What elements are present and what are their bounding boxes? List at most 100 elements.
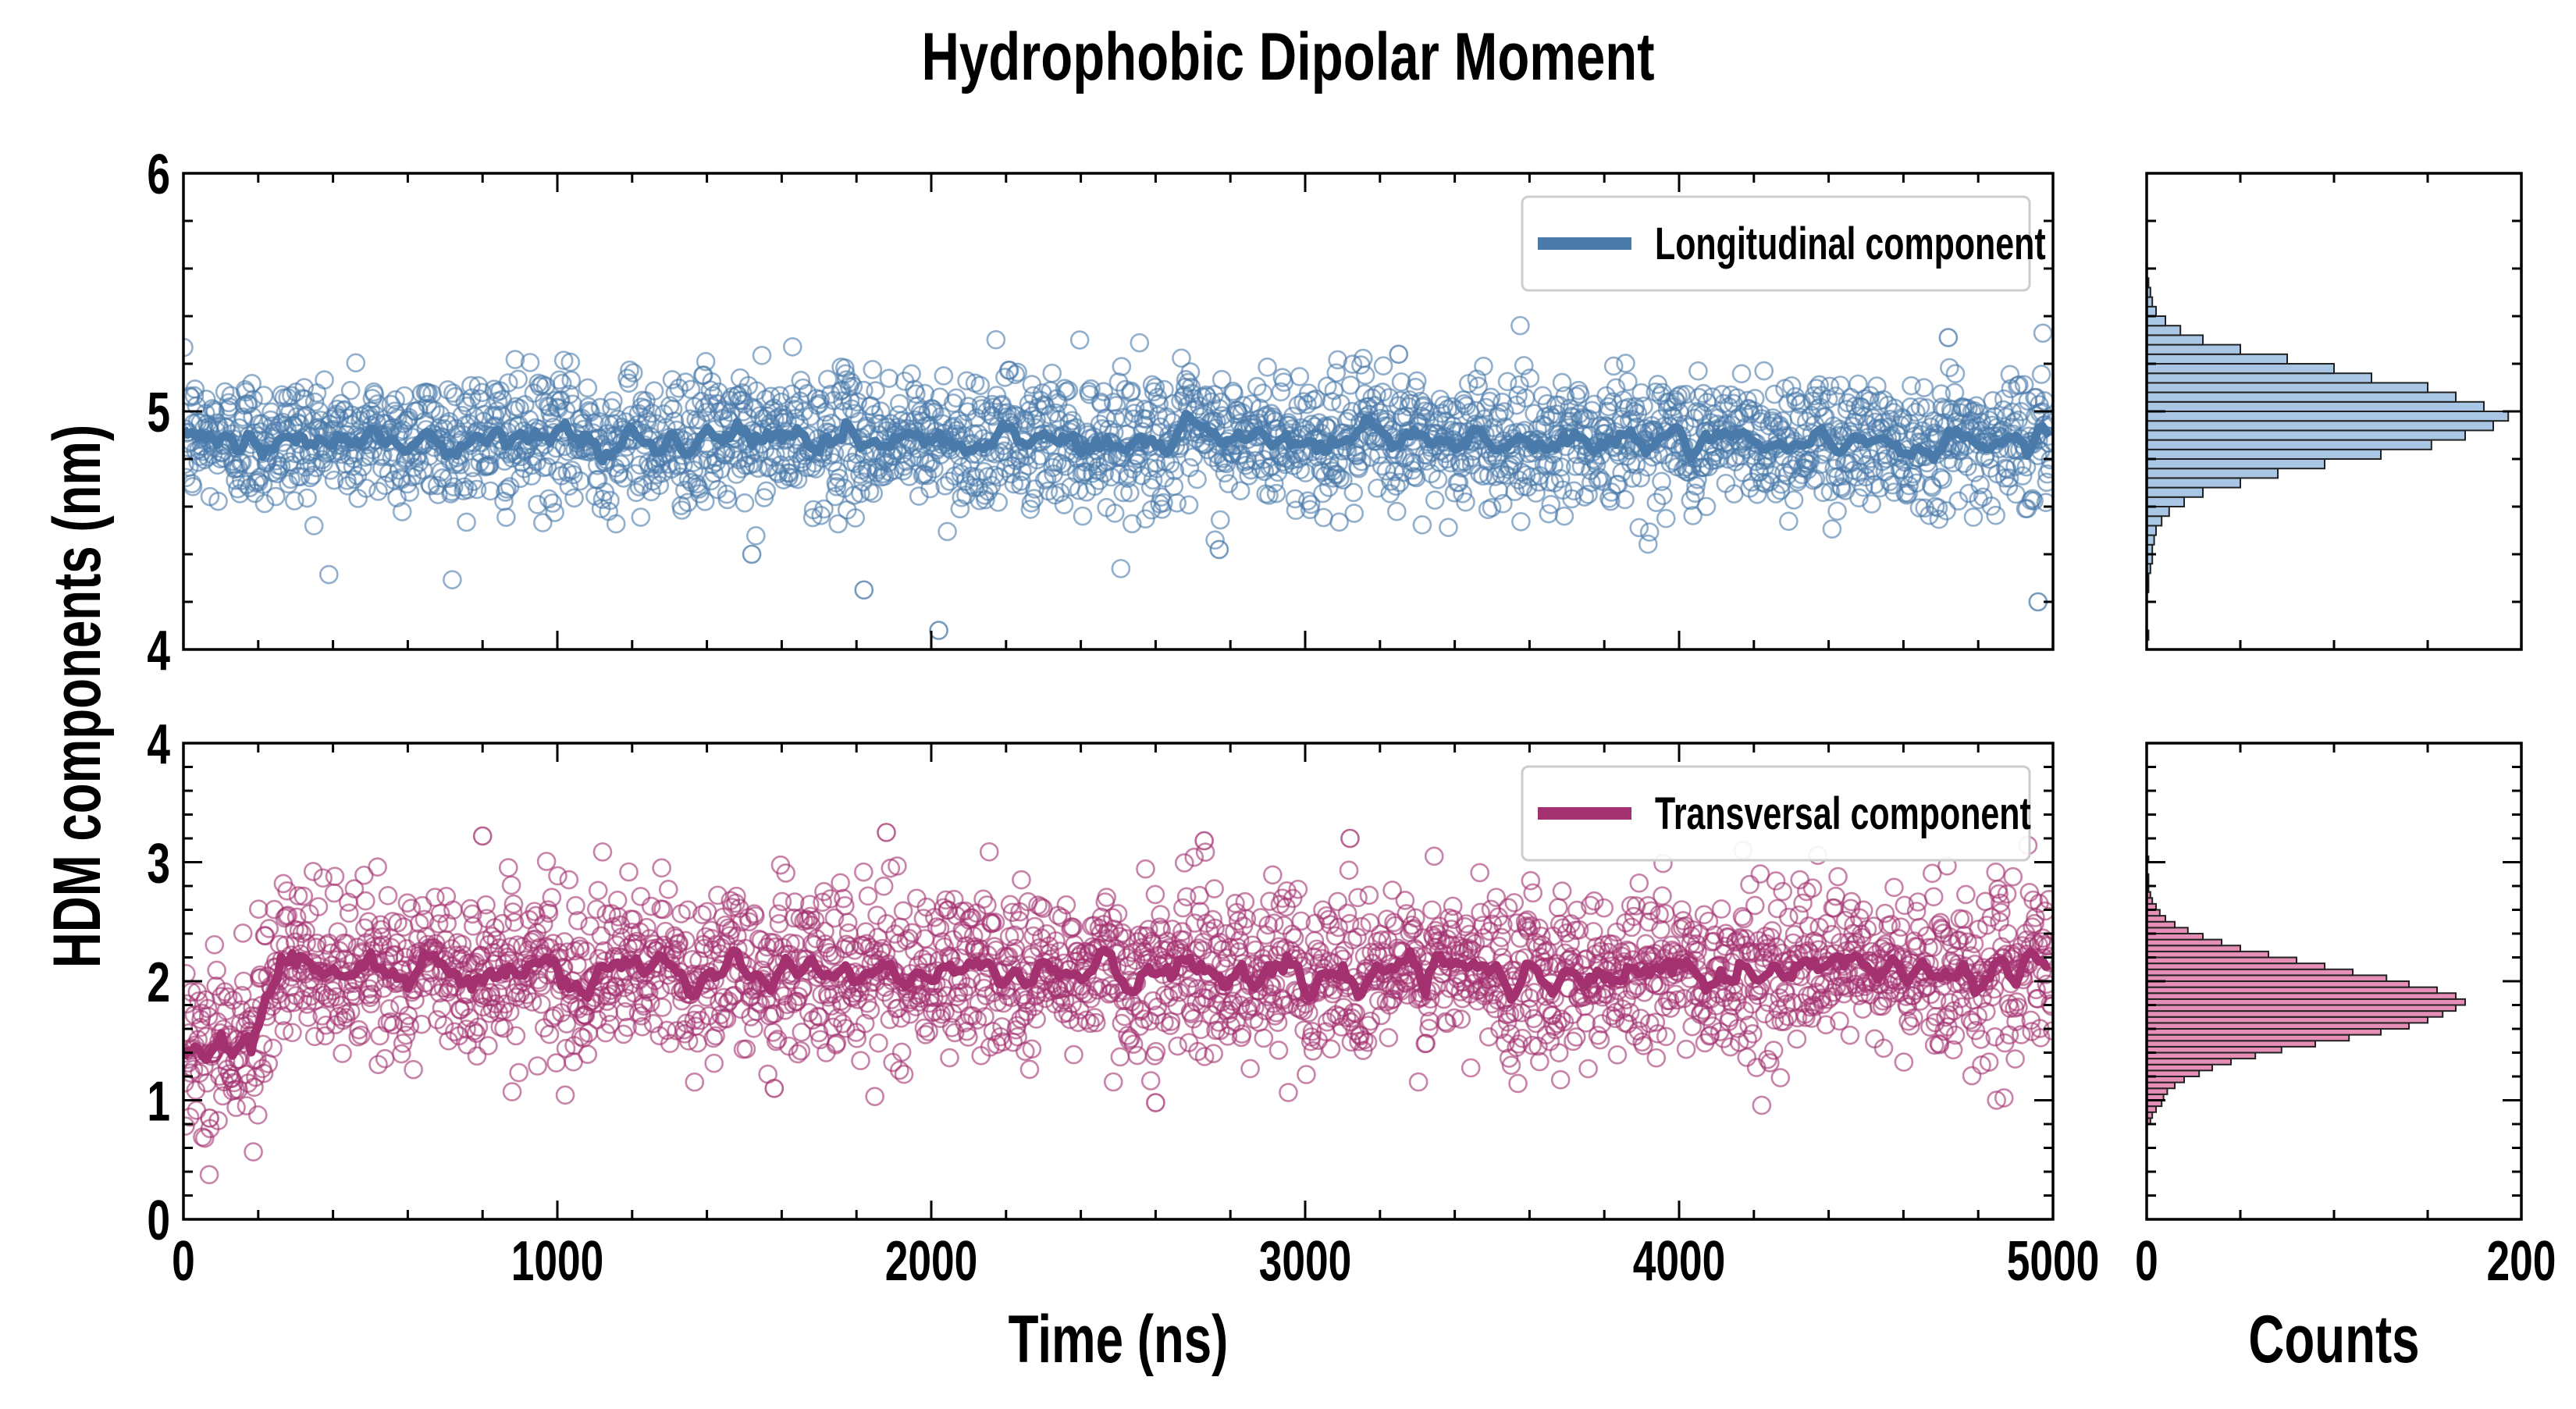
transversal-point (855, 863, 872, 881)
longitudinal-point (1556, 507, 1573, 525)
transversal-point (866, 1088, 884, 1105)
transversal-point (1264, 866, 1281, 884)
transversal-point (201, 1166, 218, 1183)
longitudinal-point (1512, 513, 1529, 530)
transversal-point (369, 859, 386, 876)
transversal-point (1176, 854, 1193, 871)
transversal-point (315, 870, 332, 887)
longitudinal-point (1345, 484, 1362, 501)
transversal-point (326, 868, 343, 885)
transversal-point (1746, 897, 1763, 914)
transversal-point (1631, 874, 1648, 891)
transversal-point (1462, 1059, 1479, 1076)
transversal-point (1471, 864, 1489, 881)
transversal-point (1349, 929, 1366, 946)
transversal-point (560, 871, 578, 888)
transversal-point (816, 883, 833, 900)
longitudinal-point (1648, 494, 1665, 511)
transversal-point (1752, 866, 1769, 883)
transversal-point (589, 882, 607, 899)
transversal-point (1350, 889, 1367, 906)
longitudinal-point (1733, 365, 1750, 382)
transversal-point (1895, 1054, 1912, 1071)
longitudinal-point (872, 403, 889, 420)
longitudinal-point (1071, 332, 1088, 349)
transversal-point (1553, 883, 1571, 900)
longitudinal-point (1916, 379, 1933, 397)
longitudinal-point (632, 509, 649, 526)
transversal-point (558, 1016, 575, 1033)
transversal-point (1021, 1061, 1038, 1078)
transversal-point (177, 965, 194, 982)
longitudinal-points (175, 317, 2061, 639)
transversal-point (1957, 886, 1974, 903)
longitudinal-point (1291, 368, 1308, 385)
transversal-point (206, 936, 223, 953)
transversal-point (1653, 888, 1670, 905)
transversal-point (1738, 1048, 1756, 1066)
longitudinal-point (1639, 535, 1656, 553)
longitudinal-point (1357, 367, 1374, 384)
transversal-point (379, 887, 397, 904)
longitudinal-point (987, 331, 1005, 348)
transversal-point (1137, 860, 1154, 877)
longitudinal-point (443, 571, 461, 589)
longitudinal-point (1055, 496, 1073, 514)
transversal-point (1270, 1041, 1287, 1059)
transversal-point (1142, 1073, 1159, 1090)
transversal-point (405, 1061, 422, 1078)
longitudinal-point (891, 395, 908, 412)
transversal-point (1129, 1047, 1146, 1064)
transversal-point (1830, 868, 1847, 885)
transversal-point (1742, 876, 1759, 893)
transversal-point (594, 843, 611, 860)
transversal-point (557, 1087, 574, 1104)
transversal-point (245, 1144, 262, 1161)
transversal-point (1105, 1073, 1122, 1091)
longitudinal-point (458, 514, 475, 531)
transversal-point (975, 891, 992, 908)
longitudinal-point (2034, 325, 2051, 342)
longitudinal-point (1051, 484, 1069, 501)
transversal-point (875, 877, 892, 895)
transversal-point (1242, 1060, 1259, 1077)
transversal-point (1380, 1029, 1397, 1046)
transversal-point (1255, 1030, 1272, 1047)
transversal-point (340, 905, 358, 922)
longitudinal-point (867, 382, 884, 400)
transversal-point (893, 1044, 910, 1061)
longitudinal-point (1112, 560, 1130, 577)
longitudinal-point (1657, 510, 1674, 527)
longitudinal-point (1044, 365, 1061, 382)
longitudinal-point (342, 382, 359, 399)
transversal-point (870, 1034, 887, 1051)
longitudinal-point (881, 370, 898, 387)
transversal-point (1713, 900, 1730, 917)
transversal-point (2005, 868, 2022, 885)
transversal-point (1425, 848, 1443, 865)
transversal-point (1769, 900, 1786, 917)
transversal-point (1795, 895, 1812, 912)
transversal-point (1788, 1030, 1806, 1048)
transversal-point (1552, 1071, 1569, 1088)
longitudinal-point (1388, 503, 1405, 520)
transversal-point (1065, 1046, 1082, 1063)
longitudinal-point (1475, 358, 1492, 375)
longitudinal-point (1823, 521, 1841, 538)
transversal-points (175, 813, 2061, 1183)
transversal-point (2007, 1051, 2024, 1068)
transversal-point (895, 902, 912, 920)
transversal-point (529, 1058, 546, 1075)
transversal-point (1525, 884, 1542, 902)
transversal-point (511, 1064, 528, 1081)
longitudinal-point (607, 515, 624, 532)
transversal-point (1423, 902, 1440, 919)
transversal-point (1206, 881, 1223, 898)
longitudinal-point (1829, 503, 1846, 520)
transversal-point (234, 924, 251, 941)
transversal-point (1892, 919, 1909, 936)
longitudinal-point (1965, 509, 1982, 526)
transversal-point (1580, 1060, 1597, 1077)
longitudinal-point (1131, 334, 1148, 351)
